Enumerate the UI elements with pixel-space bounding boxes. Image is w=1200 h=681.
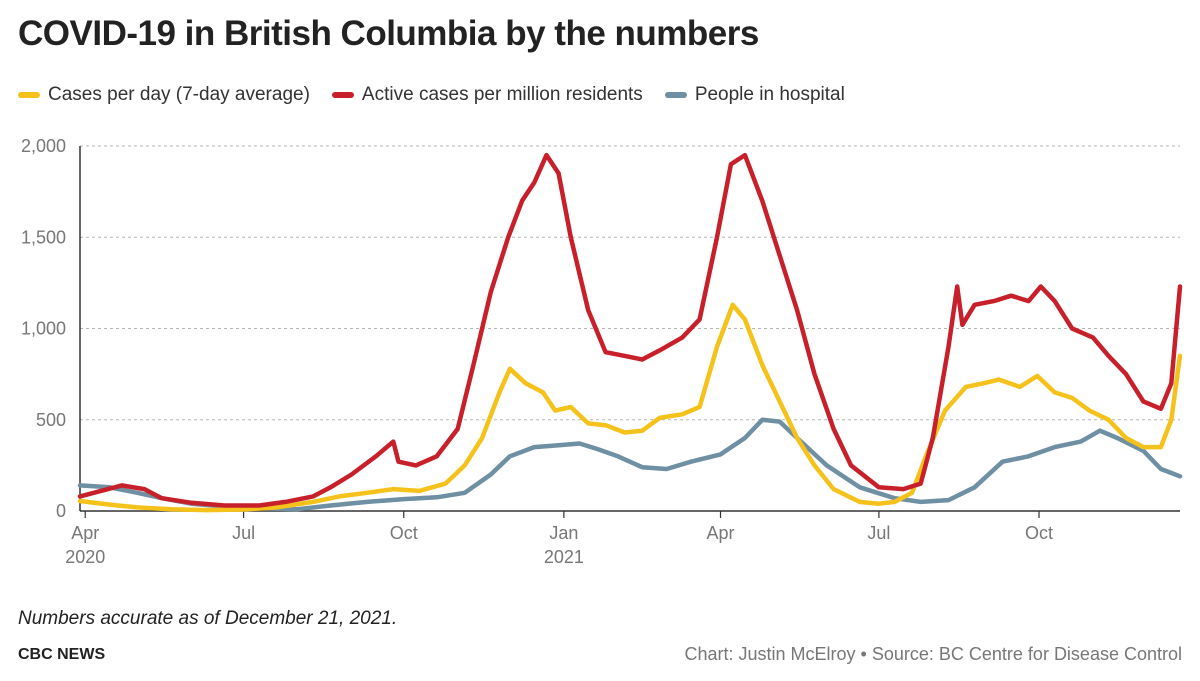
x-tick-label: Jul — [232, 523, 255, 543]
x-tick-label: Oct — [390, 523, 418, 543]
y-tick-label: 500 — [36, 410, 66, 430]
legend-item-hospital: People in hospital — [664, 84, 845, 106]
series-line-cases — [77, 302, 1183, 513]
legend-label-active: Active cases per million residents — [361, 84, 643, 105]
x-tick-label: Jul — [867, 523, 890, 543]
x-tick-label: Jan — [549, 523, 578, 543]
legend-swatch-cases — [18, 92, 40, 98]
y-tick-label: 1,500 — [21, 227, 66, 247]
legend-label-cases: Cases per day (7-day average) — [48, 84, 310, 105]
x-tick-label: Oct — [1025, 523, 1053, 543]
legend-item-active: Active cases per million residents — [331, 84, 643, 106]
legend-label-hospital: People in hospital — [694, 84, 845, 105]
y-tick-label: 2,000 — [21, 136, 66, 156]
axis-layer: 0 500 1,000 1,500 2,000 Apr 2020 Jul Oct Jan 2021 A… — [21, 136, 1180, 567]
legend-item-cases: Cases per day (7-day average) — [18, 84, 310, 106]
series-line-active — [77, 152, 1183, 508]
grid-layer — [80, 145, 1180, 421]
series-layer — [77, 152, 1183, 513]
legend-swatch-active — [331, 92, 354, 98]
chart-credit: Chart: Justin McElroy • Source: BC Centr… — [684, 644, 1182, 664]
x-tick-label: Apr — [71, 523, 99, 543]
x-tick-year-label: 2020 — [65, 547, 105, 567]
data-note: Numbers accurate as of December 21, 2021… — [18, 608, 398, 629]
line-chart: 0 500 1,000 1,500 2,000 Apr 2020 Jul Oct Jan 2021 A… — [21, 136, 1183, 567]
legend-swatch-hospital — [664, 92, 687, 98]
series-line-hospital — [77, 417, 1183, 512]
brand-logo-text: CBC NEWS — [18, 646, 106, 663]
x-tick-year-label: 2021 — [544, 547, 584, 567]
y-tick-label: 1,000 — [21, 319, 66, 339]
x-tick-label: Apr — [706, 523, 734, 543]
chart-title: COVID-19 in British Columbia by the numb… — [18, 14, 759, 53]
y-tick-label: 0 — [56, 501, 66, 521]
legend: Cases per day (7-day average) Active cas… — [18, 84, 845, 106]
